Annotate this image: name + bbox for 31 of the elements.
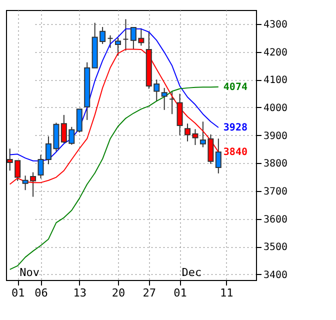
x-tick-label: 06 bbox=[34, 286, 48, 300]
candlestick bbox=[122, 18, 129, 52]
annotation: Nov bbox=[20, 266, 40, 279]
line-series bbox=[9, 86, 219, 270]
y-tick-label: 3400 bbox=[264, 270, 288, 281]
annotation: Dec bbox=[182, 266, 202, 279]
data-label: 4074 bbox=[223, 82, 248, 93]
y-tick-label: 4200 bbox=[264, 47, 288, 58]
candlestick bbox=[76, 108, 82, 133]
y-tick-label: 3800 bbox=[264, 158, 288, 170]
candlestick bbox=[115, 37, 121, 56]
candlestick bbox=[161, 87, 168, 110]
y-tick-label: 3700 bbox=[264, 186, 288, 198]
y-tick-label: 4000 bbox=[264, 102, 288, 114]
x-tick-label: 13 bbox=[73, 286, 87, 300]
candlestick bbox=[176, 93, 183, 136]
candlestick bbox=[169, 90, 176, 115]
y-tick-label: 4300 bbox=[264, 19, 288, 30]
y-tick-label: 3500 bbox=[264, 242, 288, 254]
data-label: 3928 bbox=[223, 122, 248, 134]
x-tick-label: 27 bbox=[142, 286, 156, 300]
data-label: 3840 bbox=[223, 146, 248, 158]
x-tick-label: 01 bbox=[11, 286, 25, 300]
x-tick-label: 20 bbox=[112, 286, 126, 300]
y-tick-label: 3600 bbox=[264, 214, 288, 226]
y-tick-label: 4100 bbox=[264, 75, 288, 86]
candlestick bbox=[215, 138, 222, 174]
x-tick-label: 11 bbox=[220, 286, 234, 300]
y-tick-label: 3900 bbox=[264, 130, 288, 142]
candlestick bbox=[107, 34, 114, 48]
x-tick-label: 01 bbox=[174, 286, 187, 300]
